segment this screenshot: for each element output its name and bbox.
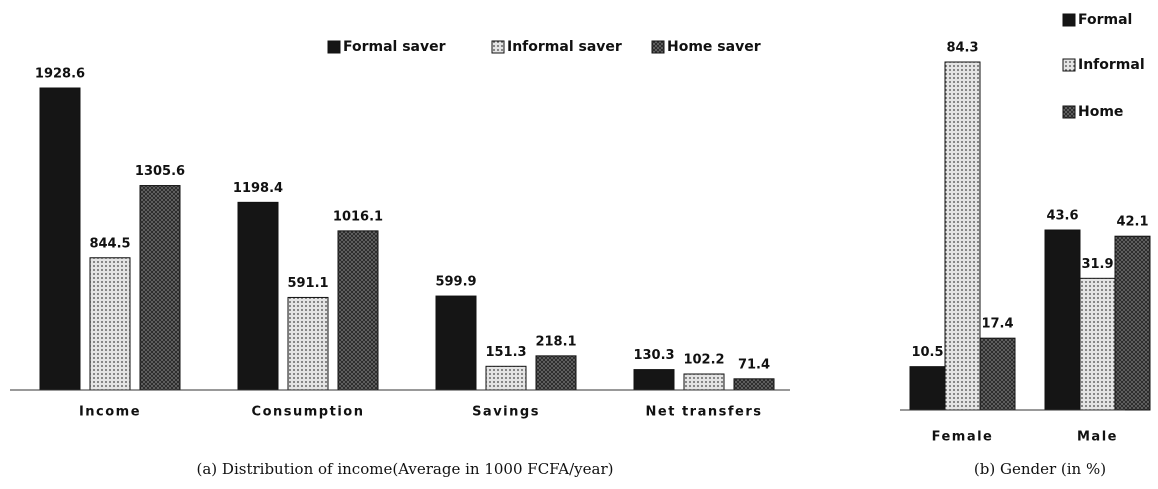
bar <box>633 369 675 391</box>
bar <box>909 366 946 411</box>
legend-label: Home saver <box>667 39 761 55</box>
value-label: 102.2 <box>683 352 724 367</box>
value-label: 1305.6 <box>135 164 185 179</box>
legend-label: Informal <box>1078 57 1145 73</box>
legend-swatch <box>491 40 505 54</box>
x-tick-label: Savings <box>472 405 540 420</box>
legend-swatch <box>651 40 665 54</box>
bar <box>733 378 775 391</box>
x-tick-label: Male <box>1077 430 1118 445</box>
legend-label: Informal saver <box>507 39 622 55</box>
value-label: 42.1 <box>1116 215 1148 230</box>
value-label: 844.5 <box>89 236 130 251</box>
bar <box>287 296 329 391</box>
value-label: 591.1 <box>287 276 328 291</box>
x-tick-label: Income <box>79 405 141 420</box>
legend-label: Home <box>1078 104 1123 120</box>
bar <box>39 87 81 391</box>
legend-label: Formal saver <box>343 39 446 55</box>
bar <box>1044 229 1081 411</box>
bar <box>237 201 279 391</box>
bar <box>337 230 379 391</box>
bar <box>139 185 181 391</box>
caption: (b) Gender (in %) <box>974 460 1106 478</box>
bar <box>485 365 527 391</box>
bar <box>89 257 131 391</box>
x-tick-label: Consumption <box>252 405 365 420</box>
bar <box>979 337 1016 411</box>
bar <box>1079 277 1116 411</box>
bar <box>1114 235 1151 411</box>
x-tick-label: Net transfers <box>646 405 763 420</box>
bar <box>683 373 725 391</box>
value-label: 599.9 <box>435 275 476 290</box>
value-label: 10.5 <box>911 345 943 360</box>
bar <box>944 61 981 411</box>
value-label: 1198.4 <box>233 181 283 196</box>
legend-swatch <box>327 40 341 54</box>
legend-label: Formal <box>1078 12 1132 28</box>
legend-swatch <box>1062 13 1076 27</box>
value-label: 1928.6 <box>35 67 85 82</box>
bar <box>435 295 477 391</box>
value-label: 31.9 <box>1081 257 1113 272</box>
value-label: 218.1 <box>535 334 576 349</box>
x-tick-label: Female <box>932 430 994 445</box>
value-label: 1016.1 <box>333 209 383 224</box>
bar <box>535 355 577 391</box>
legend-swatch <box>1062 105 1076 119</box>
value-label: 43.6 <box>1046 209 1078 224</box>
value-label: 130.3 <box>633 348 674 363</box>
value-label: 71.4 <box>738 357 770 372</box>
value-label: 84.3 <box>946 41 978 56</box>
value-label: 17.4 <box>981 317 1013 332</box>
caption: (a) Distribution of income(Average in 10… <box>197 460 614 478</box>
legend-swatch <box>1062 58 1076 72</box>
value-label: 151.3 <box>485 345 526 360</box>
